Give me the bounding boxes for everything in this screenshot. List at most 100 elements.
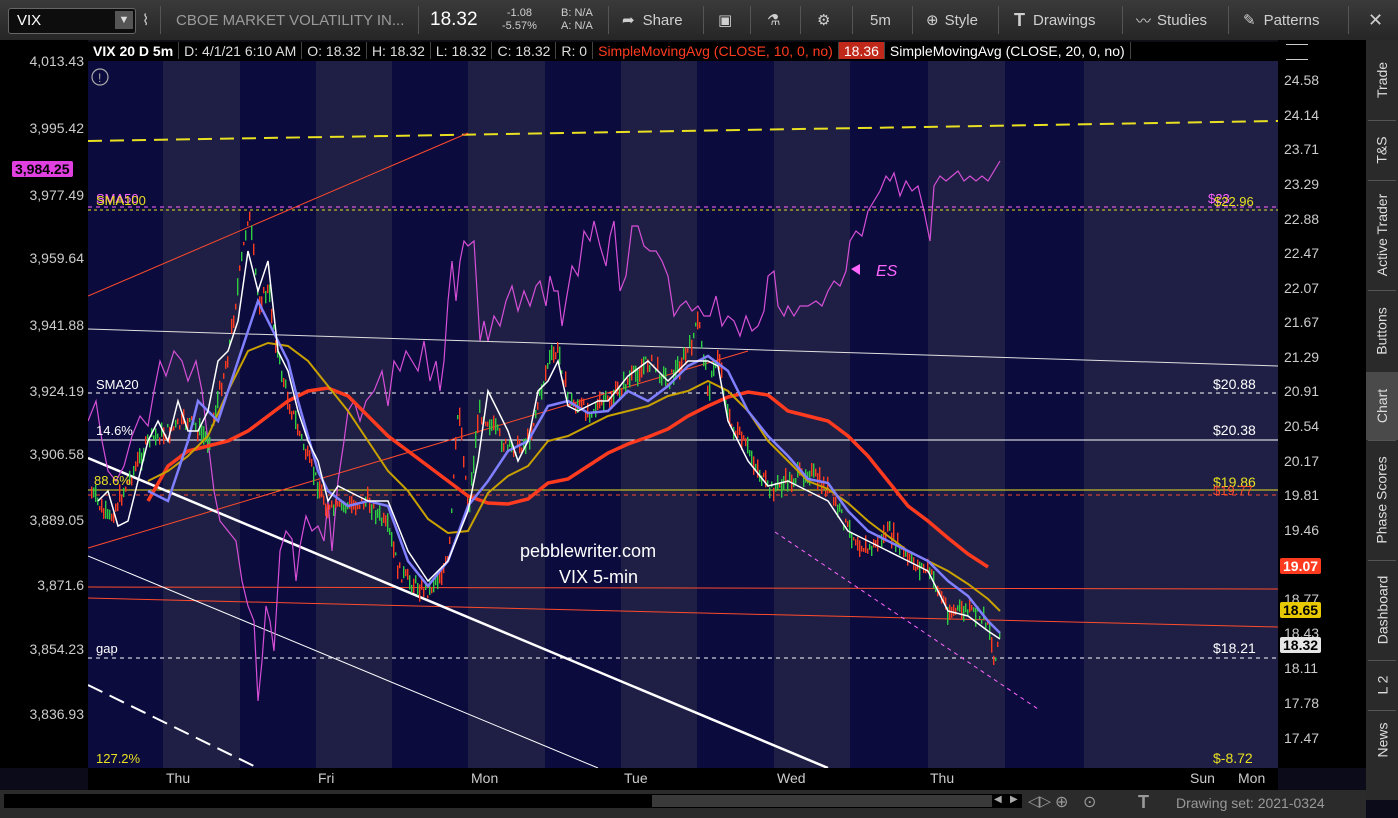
chevron-down-icon[interactable]: ▼ xyxy=(115,11,133,29)
candle xyxy=(521,447,523,454)
watermark-site: pebblewriter.com xyxy=(520,541,656,561)
sma10-study-label[interactable]: SimpleMovingAvg (CLOSE, 10, 0, no) xyxy=(593,42,839,59)
candle xyxy=(497,424,499,431)
left-axis-label: 3,836.93 xyxy=(29,706,85,722)
candle xyxy=(511,442,513,453)
candle xyxy=(235,303,237,310)
candle xyxy=(357,504,359,510)
candle xyxy=(379,505,381,521)
candle xyxy=(241,251,243,262)
studies-button[interactable]: 〰 Studies xyxy=(1136,0,1207,40)
candle xyxy=(499,428,501,437)
candle xyxy=(655,369,657,373)
candle xyxy=(697,311,699,330)
link-icon[interactable]: ⌇ xyxy=(142,12,150,29)
scrollbar-thumb[interactable] xyxy=(652,795,992,807)
tab-phase-scores[interactable]: Phase Scores xyxy=(1374,456,1391,544)
time-axis-label: Thu xyxy=(930,770,955,786)
tab-dashboard[interactable]: Dashboard xyxy=(1374,575,1390,645)
drawing-set-label[interactable]: Drawing set: 2021-0324 xyxy=(1176,795,1325,811)
tab-buttons[interactable]: Buttons xyxy=(1374,307,1391,355)
time-axis-label: Fri xyxy=(318,770,335,786)
candle xyxy=(117,502,119,512)
candle xyxy=(313,466,315,486)
sma20-study-label[interactable]: SimpleMovingAvg (CLOSE, 20, 0, no) xyxy=(885,42,1131,59)
candle xyxy=(145,436,147,445)
candle xyxy=(249,211,251,221)
candle xyxy=(837,504,839,518)
zoom-controls-icon[interactable]: ◁▷ xyxy=(1028,793,1052,810)
crosshair-icon[interactable]: ⊕ xyxy=(1055,794,1069,811)
tab-trade[interactable]: Trade xyxy=(1374,61,1390,99)
drawings-button[interactable]: T Drawings xyxy=(1014,0,1096,40)
candle xyxy=(131,477,133,486)
patterns-button[interactable]: ✎ Patterns xyxy=(1243,0,1319,40)
es-price-tag: 3,984.25 xyxy=(12,161,73,177)
tab-news[interactable]: News xyxy=(1374,722,1391,758)
candle xyxy=(555,352,557,360)
candle xyxy=(755,463,757,471)
candle xyxy=(473,455,475,474)
style-button[interactable]: ⊕ Style xyxy=(926,0,978,40)
tab-chart[interactable]: Chart xyxy=(1366,372,1398,440)
candle xyxy=(367,486,369,503)
candle xyxy=(945,597,947,610)
candle xyxy=(931,569,933,575)
right-axis-label: 18.11 xyxy=(1284,660,1318,676)
candle xyxy=(423,588,425,597)
candle xyxy=(163,427,165,445)
gear-icon[interactable]: ⚙ xyxy=(817,12,831,29)
timeframe-button[interactable]: 5m xyxy=(870,0,891,40)
candle xyxy=(779,482,781,488)
candle xyxy=(853,537,855,541)
candle xyxy=(157,433,159,439)
horizontal-scrollbar[interactable]: ◀ ▶ xyxy=(4,794,1022,808)
candle xyxy=(281,370,283,383)
bid: B: N/A xyxy=(561,7,593,19)
right-price-axis: 24.58 24.14 23.71 23.29 22.88 22.47 22.0… xyxy=(1278,40,1366,768)
tab-active-trader[interactable]: Active Trader xyxy=(1374,193,1391,277)
price-chart[interactable]: SMA50 SMA100 SMA20 14.6% 88.6% gap 127.2… xyxy=(88,61,1278,768)
candle xyxy=(137,451,139,467)
candle xyxy=(833,496,835,506)
text-tool-icon[interactable]: T xyxy=(1138,792,1149,812)
symbol-input[interactable]: VIX ▼ xyxy=(8,8,136,34)
candle xyxy=(465,475,467,480)
close-icon[interactable]: ✕ xyxy=(1368,9,1384,30)
tab-time-and-sales[interactable]: T&S xyxy=(1373,136,1390,164)
candle xyxy=(783,475,785,491)
candle xyxy=(457,415,459,420)
candle xyxy=(673,369,675,385)
tab-level2[interactable]: L 2 xyxy=(1373,675,1390,695)
candle xyxy=(129,470,131,485)
candle xyxy=(479,399,481,413)
candle xyxy=(995,657,997,662)
zoom-icon[interactable]: ⊙ xyxy=(1083,794,1097,811)
candle xyxy=(751,450,753,466)
candle xyxy=(195,422,197,432)
drawings-label: Drawings xyxy=(1033,11,1096,29)
candle xyxy=(471,472,473,486)
sma10-value: 18.36 xyxy=(838,42,885,59)
scroll-left-icon[interactable]: ◀ xyxy=(994,794,1002,805)
share-button[interactable]: ➦ Share xyxy=(622,0,683,40)
candle xyxy=(627,378,629,385)
candle xyxy=(599,391,601,409)
time-axis-label: Tue xyxy=(624,770,648,786)
candle xyxy=(197,429,199,442)
candle xyxy=(609,396,611,408)
time-axis-label: Wed xyxy=(777,770,806,786)
candle xyxy=(405,569,407,577)
candle xyxy=(231,318,233,334)
info-icon[interactable] xyxy=(91,68,109,86)
candle xyxy=(409,575,411,590)
candle xyxy=(487,421,489,427)
candle xyxy=(589,412,591,423)
snapshot-icon[interactable]: ▣ xyxy=(718,12,733,29)
candle xyxy=(815,468,817,477)
candle xyxy=(149,440,151,448)
flask-icon[interactable]: ⚗ xyxy=(767,12,781,29)
axis-scale-icon[interactable] xyxy=(1286,44,1308,60)
scroll-right-icon[interactable]: ▶ xyxy=(1010,794,1018,805)
candle xyxy=(397,565,399,579)
